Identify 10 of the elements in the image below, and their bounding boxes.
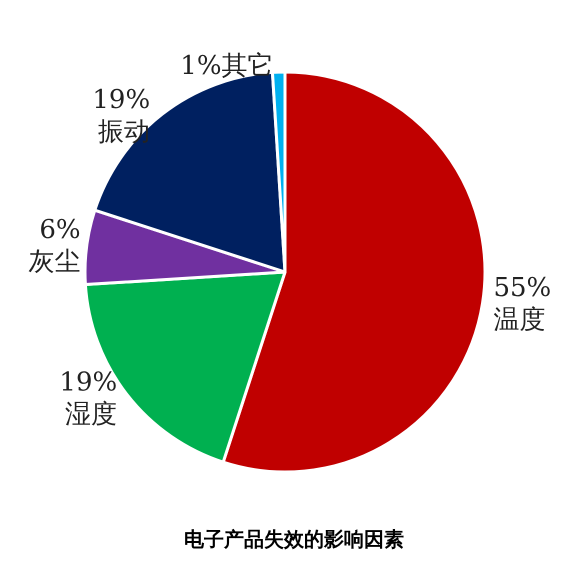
data-label: 19%	[59, 367, 118, 398]
data-label: 6%	[39, 215, 81, 246]
slice-label: 湿度	[65, 399, 118, 430]
text: 电子产品失效的影响因素	[184, 527, 404, 551]
slice-label: 1%其它	[180, 51, 274, 82]
data-label: 19%	[92, 85, 150, 116]
slice-label: 振动	[98, 117, 150, 148]
data-label: 55%	[493, 273, 552, 304]
slice-label: 灰尘	[28, 247, 81, 278]
slice-label: 温度	[493, 305, 546, 336]
